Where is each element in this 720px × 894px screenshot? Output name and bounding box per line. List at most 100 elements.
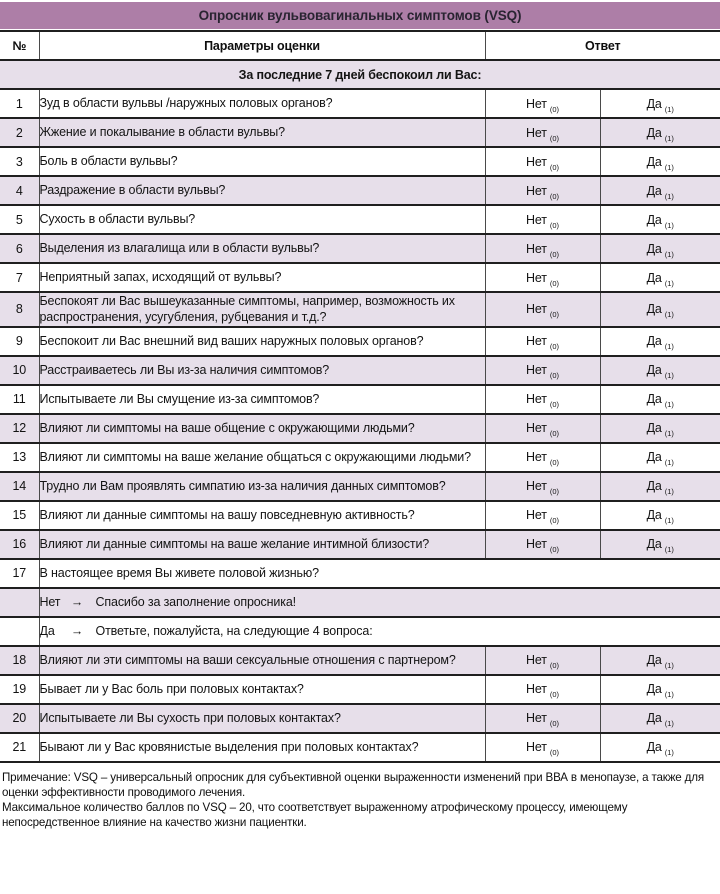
row-number: 16 xyxy=(0,528,39,560)
answer-yes-label: Да xyxy=(646,183,662,198)
question-cell: Беспокоят ли Вас вышеуказанные симптомы,… xyxy=(38,291,485,328)
answer-no-option[interactable]: Нет (0) xyxy=(484,175,600,206)
answer-no-label: Нет xyxy=(525,682,547,696)
row-number: 3 xyxy=(0,146,39,177)
section-header: За последние 7 дней беспокоил ли Вас: xyxy=(0,59,720,90)
answer-yes-option[interactable]: Да (1) xyxy=(599,325,720,357)
answer-no-option[interactable]: Нет (0) xyxy=(484,702,600,734)
answer-yes-option[interactable]: Да (1) xyxy=(599,262,720,293)
answer-no-option[interactable]: Нет (0) xyxy=(484,146,600,177)
answer-no-option[interactable]: Нет (0) xyxy=(484,233,600,264)
answer-yes-score: (1) xyxy=(664,719,674,728)
answer-yes-option[interactable]: Да (1) xyxy=(599,117,720,148)
answer-no-option[interactable]: Нет (0) xyxy=(484,383,600,415)
answer-no-label: Нет xyxy=(525,653,547,667)
answer-no-score: (0) xyxy=(549,719,559,728)
answer-yes-option[interactable]: Да (1) xyxy=(599,383,720,415)
column-header-row: № Параметры оценки Ответ xyxy=(0,30,720,61)
table-row: 11 Испытываете ли Вы смущение из-за симп… xyxy=(0,383,720,415)
answer-no-option[interactable]: Нет (0) xyxy=(484,731,600,763)
answer-no-score: (0) xyxy=(549,400,559,409)
row-number: 20 xyxy=(0,702,39,734)
answer-no-option[interactable]: Нет (0) xyxy=(484,325,600,357)
answer-yes-option[interactable]: Да (1) xyxy=(599,731,720,763)
answer-yes-label: Да xyxy=(646,125,662,140)
answer-no-score: (0) xyxy=(549,748,559,757)
table-row: 6 Выделения из влагалища или в области в… xyxy=(0,233,720,264)
answer-yes-score: (1) xyxy=(664,458,674,467)
vsq-questionnaire-page: Опросник вульвовагинальных симптомов (VS… xyxy=(0,2,720,830)
table-row: 15 Влияют ли данные симптомы на вашу пов… xyxy=(0,499,720,531)
answer-no-score: (0) xyxy=(549,162,559,172)
answer-yes-option[interactable]: Да (1) xyxy=(599,204,720,235)
answer-no-score: (0) xyxy=(549,342,559,351)
answer-no-score: (0) xyxy=(549,545,559,554)
answer-no-label: Нет xyxy=(525,334,547,348)
answer-no-option[interactable]: Нет (0) xyxy=(484,262,600,293)
answer-no-option[interactable]: Нет (0) xyxy=(484,291,600,328)
answer-yes-option[interactable]: Да (1) xyxy=(599,441,720,473)
answer-yes-label: Да xyxy=(646,740,662,754)
answer-yes-option[interactable]: Да (1) xyxy=(599,470,720,502)
footnote-paragraph-2: Максимальное количество баллов по VSQ – … xyxy=(2,801,628,830)
answer-no-score: (0) xyxy=(549,429,559,438)
question-cell: Беспокоит ли Вас внешний вид ваших наруж… xyxy=(38,325,485,357)
answer-no-option[interactable]: Нет (0) xyxy=(484,412,600,444)
answer-yes-score: (1) xyxy=(664,249,674,259)
table-row: 8 Беспокоят ли Вас вышеуказанные симптом… xyxy=(0,291,720,328)
answer-yes-score: (1) xyxy=(664,278,674,288)
answer-no-option[interactable]: Нет (0) xyxy=(484,673,600,705)
branch-yes-cell: Да → Ответьте, пожалуйста, на следующие … xyxy=(38,615,720,647)
answer-yes-score: (1) xyxy=(664,310,674,320)
answer-yes-label: Да xyxy=(646,450,662,464)
answer-no-option[interactable]: Нет (0) xyxy=(484,470,600,502)
question-cell: Выделения из влагалища или в области вул… xyxy=(38,233,485,264)
question-cell: Жжение и покалывание в области вульвы? xyxy=(38,117,485,148)
answer-yes-option[interactable]: Да (1) xyxy=(599,644,720,676)
question-cell: Бывают ли у Вас кровянистые выделения пр… xyxy=(38,731,485,763)
answer-yes-option[interactable]: Да (1) xyxy=(599,673,720,705)
answer-yes-score: (1) xyxy=(664,371,674,380)
answer-no-label: Нет xyxy=(525,212,547,227)
answer-yes-label: Да xyxy=(646,653,662,667)
answer-no-option[interactable]: Нет (0) xyxy=(484,499,600,531)
answer-no-option[interactable]: Нет (0) xyxy=(484,88,600,119)
row-number: 21 xyxy=(0,731,39,763)
table-row: 1 Зуд в области вульвы /наружных половых… xyxy=(0,88,720,119)
answer-no-option[interactable]: Нет (0) xyxy=(484,441,600,473)
answer-yes-option[interactable]: Да (1) xyxy=(599,146,720,177)
answer-yes-score: (1) xyxy=(664,748,674,757)
answer-yes-option[interactable]: Да (1) xyxy=(599,412,720,444)
answer-yes-score: (1) xyxy=(664,400,674,409)
answer-no-option[interactable]: Нет (0) xyxy=(484,204,600,235)
answer-no-option[interactable]: Нет (0) xyxy=(484,354,600,386)
answer-yes-score: (1) xyxy=(664,690,674,699)
answer-yes-option[interactable]: Да (1) xyxy=(599,702,720,734)
answer-no-option[interactable]: Нет (0) xyxy=(484,528,600,560)
answer-yes-option[interactable]: Да (1) xyxy=(599,175,720,206)
answer-yes-option[interactable]: Да (1) xyxy=(599,291,720,328)
answer-yes-option[interactable]: Да (1) xyxy=(599,528,720,560)
answer-no-label: Нет xyxy=(525,740,547,754)
question-cell: Влияют ли симптомы на ваше общение с окр… xyxy=(38,412,485,444)
answer-yes-label: Да xyxy=(646,711,662,725)
row-number: 11 xyxy=(0,383,39,415)
answer-no-option[interactable]: Нет (0) xyxy=(484,117,600,148)
table-row: 2 Жжение и покалывание в области вульвы?… xyxy=(0,117,720,148)
answer-yes-option[interactable]: Да (1) xyxy=(599,499,720,531)
answer-yes-option[interactable]: Да (1) xyxy=(599,88,720,119)
answer-no-score: (0) xyxy=(549,249,559,259)
question-cell: Влияют ли данные симптомы на ваше желани… xyxy=(38,528,485,560)
table-row: 16 Влияют ли данные симптомы на ваше жел… xyxy=(0,528,720,560)
answer-yes-label: Да xyxy=(646,212,662,227)
answer-no-score: (0) xyxy=(549,310,559,320)
answer-no-label: Нет xyxy=(525,450,547,464)
table-row: 10 Расстраиваетесь ли Вы из-за наличия с… xyxy=(0,354,720,386)
table-row: 14 Трудно ли Вам проявлять симпатию из-з… xyxy=(0,470,720,502)
answer-no-option[interactable]: Нет (0) xyxy=(484,644,600,676)
answer-yes-option[interactable]: Да (1) xyxy=(599,233,720,264)
answer-no-score: (0) xyxy=(549,133,559,143)
answer-yes-score: (1) xyxy=(664,104,674,114)
answer-yes-option[interactable]: Да (1) xyxy=(599,354,720,386)
row-number: 2 xyxy=(0,117,39,148)
